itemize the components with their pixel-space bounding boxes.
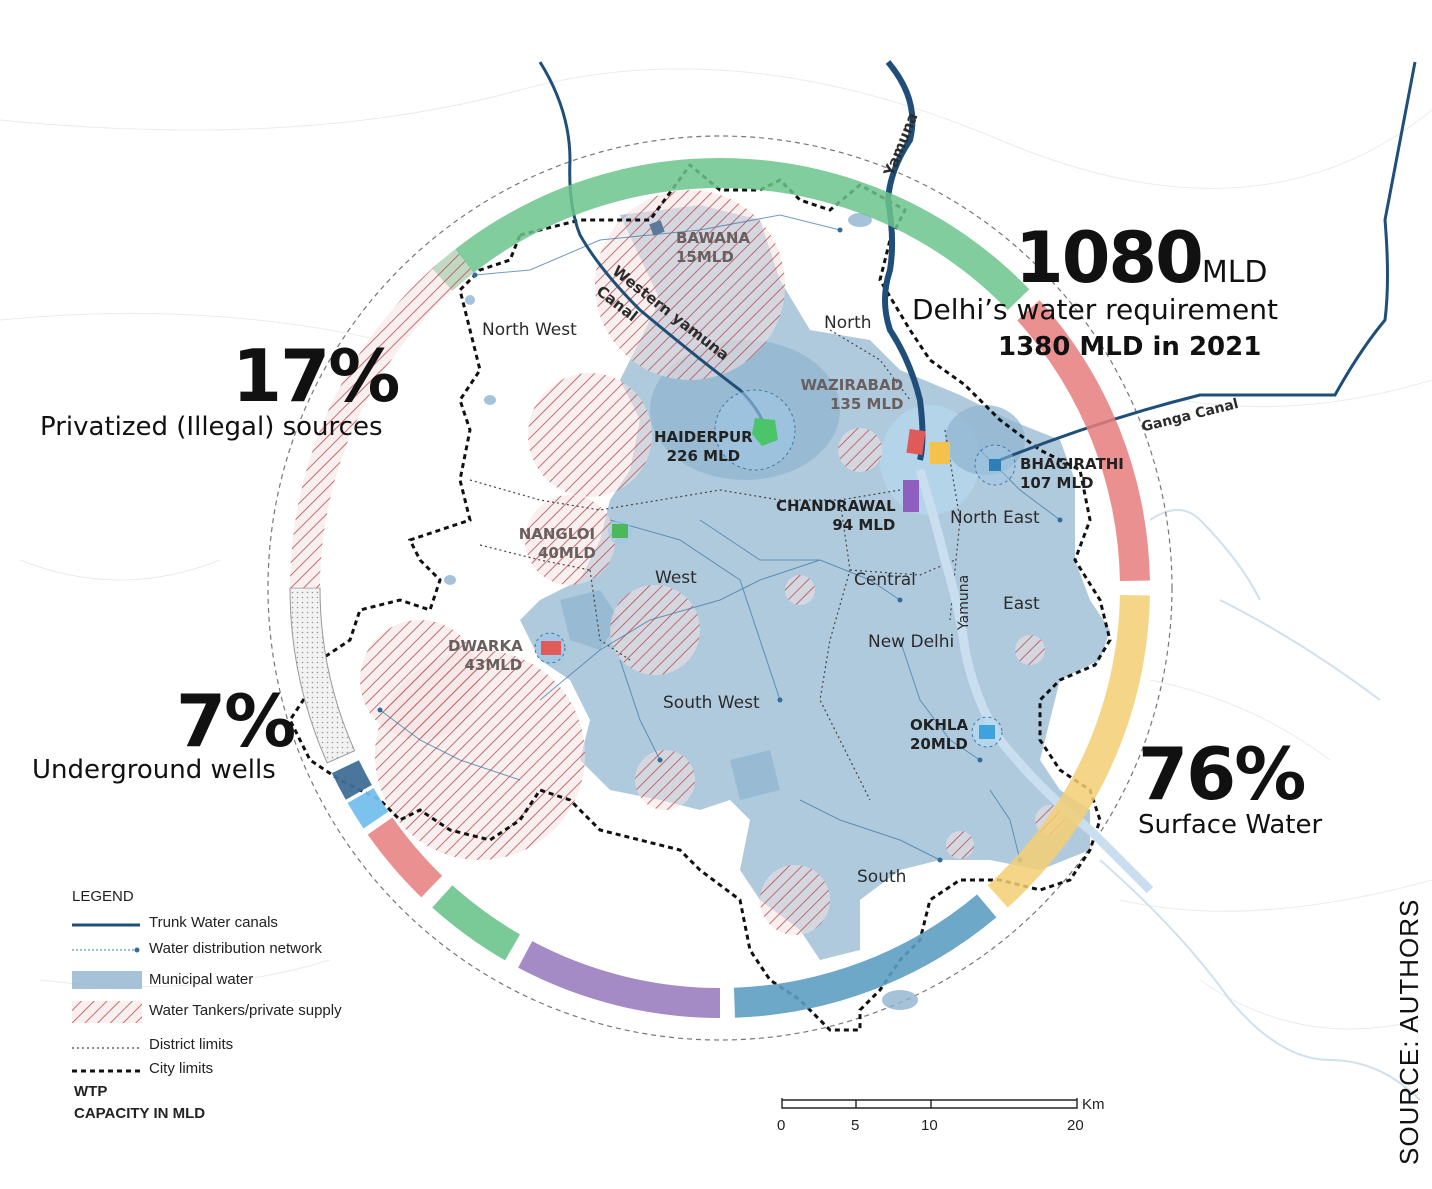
legend-tankers: Water Tankers/private supply [149,1002,342,1019]
legend-wtp: WTP [74,1083,108,1100]
wtp-label-bhagirathi: BHAGIRATHI 107 MLD [1020,455,1124,492]
ring-segment-wells [289,587,356,764]
yamuna-river [882,60,926,461]
wtp-marker-bawana [649,220,665,236]
legend-trunk: Trunk Water canals [149,914,278,931]
ring-segment-purple-south [518,941,720,1018]
wtp-marker-bhagirathi [989,459,1001,471]
district-east: East [1003,594,1040,614]
requirement-label: Delhi’s water requirement [912,293,1278,326]
privatized-label: Privatized (Illegal) sources [40,412,383,442]
wtp-marker-dwarka [541,641,561,655]
district-south-west: South West [663,693,760,713]
privatized-percent: 17% [232,334,400,418]
district-north-west: North West [482,320,577,340]
ring-segment-green-southwest [432,885,520,961]
wtp-label-nangloi: NANGLOI 40MLD [518,525,596,562]
district-new-delhi: New Delhi [868,632,955,652]
wtp-label-okhla: OKHLA 20MLD [910,716,969,753]
yamuna-lower-course [915,468,1154,894]
ring-segment-green-north [432,157,1030,311]
wtp-markers [534,220,1016,748]
wtp-marker-chandrawal [903,480,919,512]
legend-municipal: Municipal water [149,971,254,988]
ganga-canal [999,61,1417,462]
legend-distribution: Water distribution network [149,940,322,957]
wtp-marker-wazirabad-2 [930,442,950,464]
trunk-water-canals [538,60,1417,462]
ring-segment-red-east [1017,300,1150,582]
tanker-supply-zones [360,190,1065,935]
background-streets [0,68,1432,1030]
district-north: North [824,313,872,333]
wtp-label-dwarka: DWARKA 43MLD [448,637,523,674]
district-south: South [857,867,907,887]
scale-unit: Km [1082,1096,1105,1113]
outer-boundary-circle [267,135,1173,1041]
western-yamuna-canal [538,61,767,429]
requirement-2021: 1380 MLD in 2021 [998,332,1262,362]
legend-capacity: CAPACITY IN MLD [74,1105,206,1122]
legend-title: LEGEND [72,888,134,905]
wtp-label-haiderpur: HAIDERPUR 226 MLD [654,428,753,465]
surface-percent: 76% [1138,732,1306,816]
scale-bar [781,1098,1078,1109]
ring-segment-lightblue-southwest [347,788,389,829]
legend-city: City limits [149,1060,214,1077]
district-west: West [655,568,697,588]
ring-segment-blue-south [733,894,997,1018]
source-credit: SOURCE: AUTHORS [1394,898,1424,1165]
wtp-label-bawana: BAWANA 15MLD [676,229,751,266]
ring-segment-red-southwest [367,817,443,898]
water-source-ring [289,157,1150,1018]
requirement-value: 1080MLD [1015,217,1268,299]
scale-tick-5: 5 [851,1117,860,1134]
wtp-label-wazirabad: WAZIRABAD 135 MLD [800,376,904,413]
wells-label: Underground wells [32,755,276,785]
legend-symbols [72,923,142,1073]
ring-segment-private [290,249,474,588]
wtp-marker-okhla [979,725,995,739]
district-north-east: North East [950,508,1040,528]
distribution-network [379,214,1061,861]
district-central: Central [854,570,916,590]
requirement-unit: MLD [1201,255,1268,290]
wtp-marker-wazirabad [906,429,926,455]
city-limits [288,162,1112,1032]
ring-segment-yellow-southeast [987,594,1150,908]
label-yamuna-mid: Yamuna [956,574,972,630]
wells-percent: 7% [176,679,296,763]
scale-tick-0: 0 [777,1117,786,1134]
scale-tick-20: 20 [1067,1117,1084,1134]
wtp-label-chandrawal: CHANDRAWAL 94 MLD [776,497,896,534]
wtp-marker-haiderpur [752,418,778,446]
ring-segment-darkblue-southwest [331,760,372,800]
surface-label: Surface Water [1138,810,1323,840]
legend-district: District limits [149,1036,234,1053]
wtp-marker-nangloi [612,524,628,538]
outer-river-branches [1099,509,1421,1101]
scale-tick-10: 10 [921,1117,938,1134]
